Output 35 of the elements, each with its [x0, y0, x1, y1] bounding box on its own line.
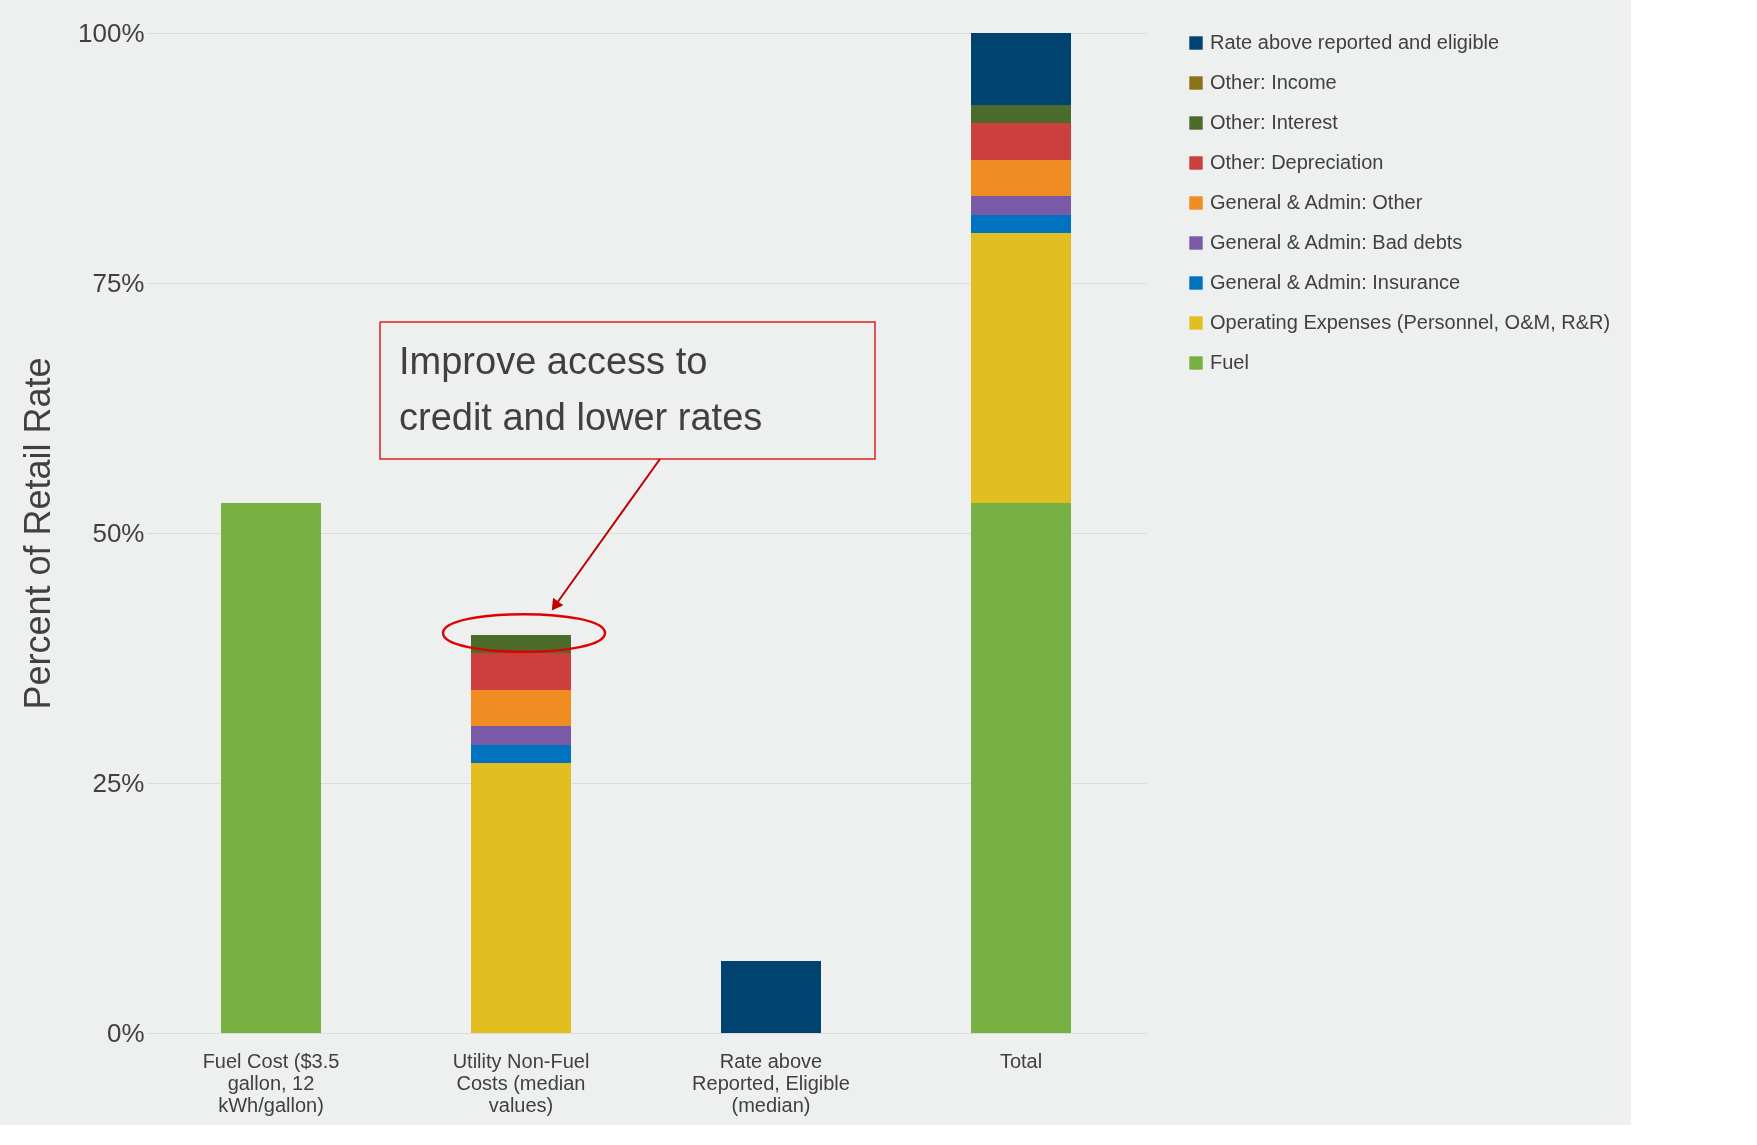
- bar: [721, 961, 821, 1033]
- bar: [471, 690, 571, 726]
- x-tick-label: Fuel Cost ($3.5 gallon, 12 kWh/gallon): [202, 1049, 340, 1116]
- legend-label: General & Admin: Other: [1210, 191, 1423, 213]
- bar: [971, 503, 1071, 1033]
- y-tick-label: 50%: [92, 517, 145, 548]
- y-tick-label: 0%: [106, 1017, 145, 1048]
- bar: [971, 123, 1071, 160]
- legend-label: Fuel: [1210, 351, 1249, 373]
- bar: [471, 653, 571, 690]
- legend-label: Operating Expenses (Personnel, O&M, R&R): [1210, 311, 1611, 333]
- legend-label: Other: Income: [1210, 71, 1337, 93]
- bar: [971, 105, 1071, 123]
- x-tick-label: Rate above Reported, Eligible (median): [692, 1049, 850, 1116]
- y-tick-label: 25%: [92, 767, 145, 798]
- bar: [971, 196, 1071, 215]
- legend-label: Other: Depreciation: [1210, 151, 1384, 173]
- bar: [971, 33, 1071, 105]
- y-tick-label: 100%: [78, 17, 145, 48]
- bar: [221, 503, 321, 1033]
- y-axis-title: Percent of Retail Rate: [17, 357, 58, 710]
- annotation: Improve access to credit and lower rates: [399, 340, 763, 438]
- bar: [971, 160, 1071, 196]
- legend-label: Rate above reported and eligible: [1210, 31, 1500, 53]
- x-tick-label: Utility Non-Fuel Costs (median values): [452, 1049, 590, 1116]
- x-tick-label: Total: [999, 1049, 1043, 1072]
- bar: [471, 726, 571, 745]
- bar: [971, 215, 1071, 233]
- legend-label: General & Admin: Insurance: [1210, 271, 1461, 293]
- bar: [471, 763, 571, 1033]
- bar: [971, 233, 1071, 503]
- legend-label: Other: Interest: [1210, 111, 1339, 133]
- legend-label: General & Admin: Bad debts: [1210, 231, 1463, 253]
- y-tick-label: 75%: [92, 267, 145, 298]
- bar: [471, 745, 571, 763]
